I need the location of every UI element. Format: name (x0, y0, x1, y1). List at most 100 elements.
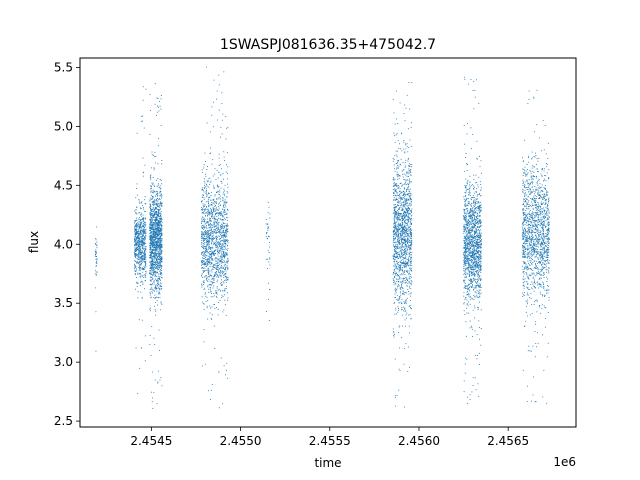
data-point (96, 262, 98, 264)
data-point (215, 253, 216, 255)
data-point (134, 231, 136, 232)
data-point (217, 244, 219, 245)
data-point (150, 217, 152, 219)
data-point (152, 371, 154, 373)
data-point (220, 226, 222, 228)
data-point (139, 250, 141, 252)
data-point (206, 210, 208, 212)
data-point (225, 252, 227, 254)
data-point (142, 235, 144, 236)
data-point (404, 292, 406, 294)
data-point (206, 184, 208, 186)
data-point (224, 234, 226, 236)
data-point (215, 225, 217, 227)
data-point (225, 268, 226, 270)
data-point (161, 183, 163, 185)
data-point (407, 208, 409, 209)
data-point (154, 235, 156, 237)
data-point (140, 252, 142, 253)
data-point (221, 282, 223, 283)
data-point (201, 260, 203, 262)
data-point (214, 232, 216, 233)
data-point (159, 213, 161, 215)
data-point (209, 287, 211, 289)
data-point (217, 223, 219, 225)
data-point (141, 244, 143, 246)
data-point (158, 212, 160, 213)
data-point (406, 210, 408, 212)
data-point (402, 253, 404, 255)
data-point (144, 249, 146, 251)
data-point (210, 210, 212, 212)
data-point (394, 199, 396, 201)
data-point (227, 209, 229, 210)
data-point (157, 264, 159, 266)
data-point (156, 199, 157, 201)
data-point (220, 270, 222, 272)
data-point (158, 246, 159, 248)
data-point (152, 239, 154, 240)
data-point (160, 216, 162, 218)
data-point (408, 252, 410, 254)
data-point (226, 261, 228, 263)
data-point (400, 199, 401, 201)
data-point (150, 288, 152, 290)
data-point (151, 236, 153, 238)
data-point (216, 263, 218, 265)
data-point (221, 133, 223, 135)
data-point (224, 254, 226, 256)
data-point (161, 237, 163, 239)
data-point (158, 234, 160, 236)
data-point (152, 249, 154, 251)
data-point (149, 223, 151, 225)
data-point (154, 302, 156, 303)
data-point (397, 225, 399, 227)
data-point (161, 251, 163, 253)
data-point (405, 282, 406, 284)
data-point (206, 249, 207, 251)
data-point (96, 255, 97, 257)
data-point (227, 247, 229, 249)
data-point (400, 234, 402, 236)
data-point (407, 189, 409, 191)
data-point (209, 253, 211, 255)
data-point (407, 346, 409, 348)
data-point (397, 233, 399, 235)
data-point (159, 212, 161, 214)
data-point (153, 210, 155, 211)
data-point (161, 274, 163, 276)
data-point (405, 245, 407, 247)
data-point (138, 255, 140, 257)
data-point (145, 235, 147, 236)
data-point (392, 213, 394, 214)
data-point (206, 305, 208, 307)
data-point (405, 207, 407, 209)
data-point (218, 252, 220, 253)
data-point (161, 246, 163, 248)
data-point (223, 233, 225, 235)
data-point (152, 223, 153, 225)
data-point (404, 262, 405, 264)
data-point (396, 268, 398, 270)
data-point (136, 243, 138, 245)
data-point (226, 178, 228, 180)
data-point (138, 237, 139, 239)
data-point (410, 127, 412, 128)
data-point (392, 240, 394, 242)
data-point (159, 216, 161, 218)
data-point (144, 256, 146, 258)
data-point (155, 222, 157, 224)
data-point (394, 334, 396, 335)
data-point (154, 259, 156, 261)
data-point (394, 209, 396, 211)
data-point (202, 281, 204, 283)
data-point (219, 288, 221, 290)
data-point (411, 208, 413, 210)
data-point (203, 289, 205, 290)
data-point (393, 265, 395, 267)
data-point (136, 249, 138, 251)
data-point (211, 205, 213, 206)
data-point (151, 196, 153, 197)
data-point (399, 297, 400, 299)
data-point (149, 268, 151, 270)
